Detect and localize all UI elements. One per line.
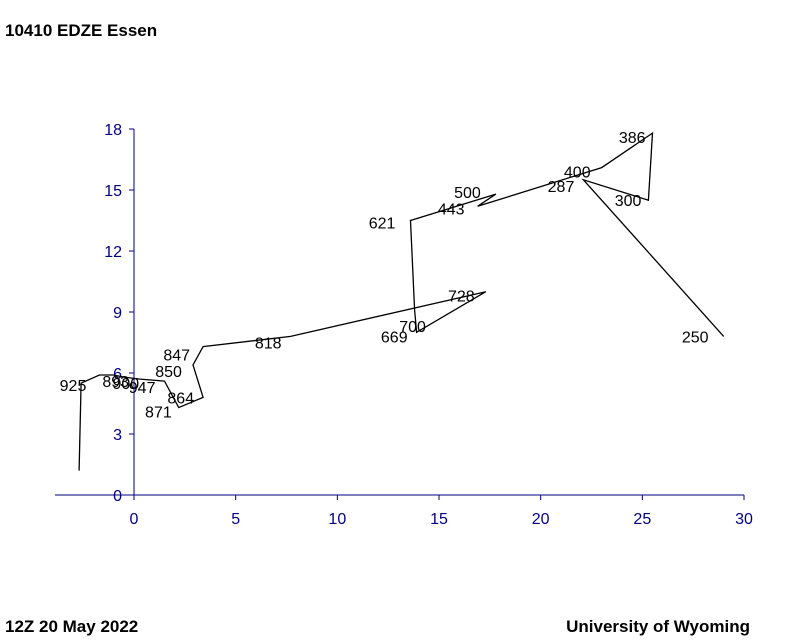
- pressure-label: 728: [448, 289, 475, 306]
- pressure-label: 847: [163, 348, 190, 365]
- pressure-label: 400: [564, 165, 591, 182]
- pressure-label: 700: [399, 319, 426, 336]
- pressure-label: 386: [619, 130, 646, 147]
- y-tick-label: 0: [113, 488, 122, 505]
- pressure-label: 947: [129, 380, 156, 397]
- chart-title: 10410 EDZE Essen: [5, 21, 158, 40]
- x-tick-label: 15: [430, 511, 448, 528]
- pressure-label: 900: [113, 376, 140, 393]
- x-tick-label: 30: [735, 511, 753, 528]
- y-tick-label: 18: [104, 122, 122, 139]
- x-tick-label: 25: [633, 511, 651, 528]
- pressure-label: 893: [102, 374, 129, 391]
- x-tick-label: 20: [532, 511, 550, 528]
- y-tick-label: 15: [104, 183, 122, 200]
- pressure-label: 818: [255, 336, 282, 353]
- pressure-label: 864: [167, 390, 194, 407]
- hodograph-line: [78, 131, 725, 471]
- pressure-label: 250: [682, 329, 709, 346]
- y-tick-label: 9: [113, 305, 122, 322]
- y-tick-label: 6: [113, 366, 122, 383]
- pressure-label: 287: [548, 179, 575, 196]
- pressure-label: 500: [454, 185, 481, 202]
- pressure-label: 669: [381, 329, 408, 346]
- pressure-label: 300: [615, 193, 642, 210]
- pressure-label: 925: [60, 378, 87, 395]
- source-credit: University of Wyoming: [566, 617, 750, 636]
- pressure-label: 443: [438, 201, 465, 218]
- valid-time: 12Z 20 May 2022: [5, 617, 139, 636]
- x-tick-label: 10: [328, 511, 346, 528]
- wind-profile-series: [78, 131, 725, 471]
- y-tick-label: 3: [113, 427, 122, 444]
- x-tick-label: 5: [231, 511, 240, 528]
- y-tick-label: 12: [104, 244, 122, 261]
- pressure-label: 850: [155, 364, 182, 381]
- pressure-label: 621: [369, 216, 396, 233]
- axes: [55, 128, 745, 500]
- x-tick-label: 0: [130, 511, 139, 528]
- pressure-label: 871: [145, 405, 172, 422]
